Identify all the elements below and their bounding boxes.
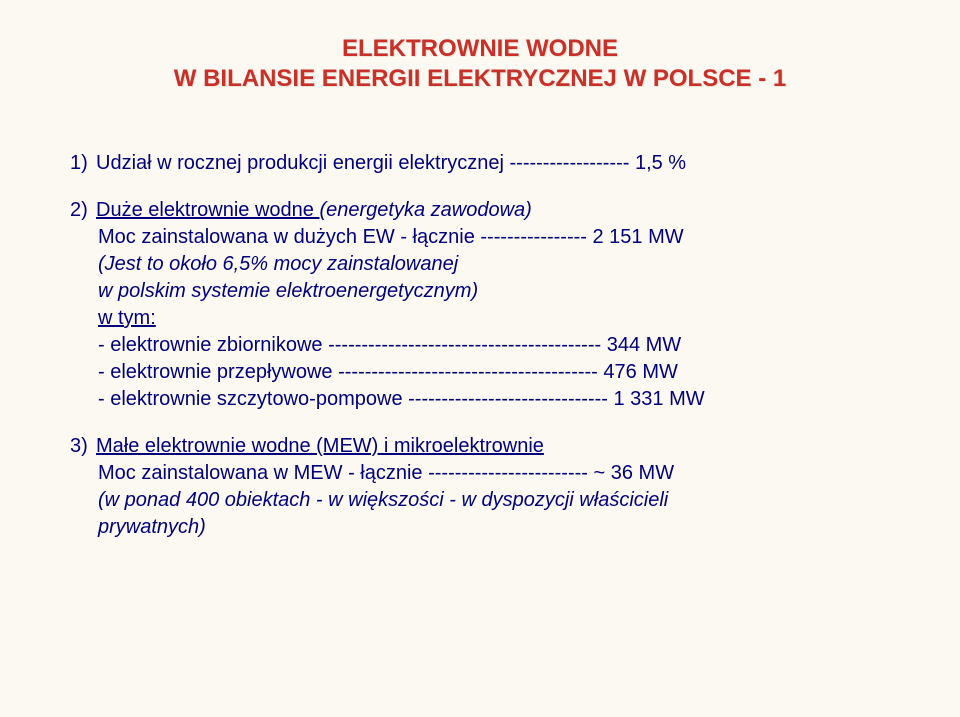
list-item: 3)Małe elektrownie wodne (MEW) i mikroel… xyxy=(70,433,890,541)
wtym-label: w tym: xyxy=(70,305,890,332)
sub-line: - elektrownie zbiornikowe --------------… xyxy=(70,332,890,359)
note-line-2: w polskim systemie elektroenergetycznym) xyxy=(70,278,890,305)
item-number: 3) xyxy=(70,433,96,460)
title-block: ELEKTROWNIE WODNE W BILANSIE ENERGII ELE… xyxy=(70,34,890,94)
sub-line: - elektrownie szczytowo-pompowe --------… xyxy=(70,386,890,413)
item-lead-paren: (energetyka zawodowa) xyxy=(319,199,531,221)
item-lead: Duże elektrownie wodne xyxy=(96,199,319,221)
item-text: Udział w rocznej produkcji energii elekt… xyxy=(96,152,686,174)
list-item: 2)Duże elektrownie wodne (energetyka zaw… xyxy=(70,197,890,413)
sub-line: - elektrownie przepływowe --------------… xyxy=(70,359,890,386)
moc-line: Moc zainstalowana w dużych EW - łącznie … xyxy=(70,224,890,251)
item-number: 1) xyxy=(70,150,96,177)
list-item: 1)Udział w rocznej produkcji energii ele… xyxy=(70,150,890,177)
body-text: 1)Udział w rocznej produkcji energii ele… xyxy=(70,150,890,541)
item-lead: Małe elektrownie wodne (MEW) i mikroelek… xyxy=(96,435,544,457)
slide-page: ELEKTROWNIE WODNE W BILANSIE ENERGII ELE… xyxy=(0,0,960,717)
title-line-1: ELEKTROWNIE WODNE xyxy=(70,34,890,64)
note-line-1: (w ponad 400 obiektach - w większości - … xyxy=(70,487,890,514)
item-number: 2) xyxy=(70,197,96,224)
note-line-2: prywatnych) xyxy=(70,514,890,541)
item-lead-row: 2)Duże elektrownie wodne (energetyka zaw… xyxy=(70,197,890,224)
moc-line: Moc zainstalowana w MEW - łącznie ------… xyxy=(70,460,890,487)
item-lead-row: 3)Małe elektrownie wodne (MEW) i mikroel… xyxy=(70,433,890,460)
note-line-1: (Jest to około 6,5% mocy zainstalowanej xyxy=(70,251,890,278)
title-line-2: W BILANSIE ENERGII ELEKTRYCZNEJ W POLSCE… xyxy=(70,64,890,94)
